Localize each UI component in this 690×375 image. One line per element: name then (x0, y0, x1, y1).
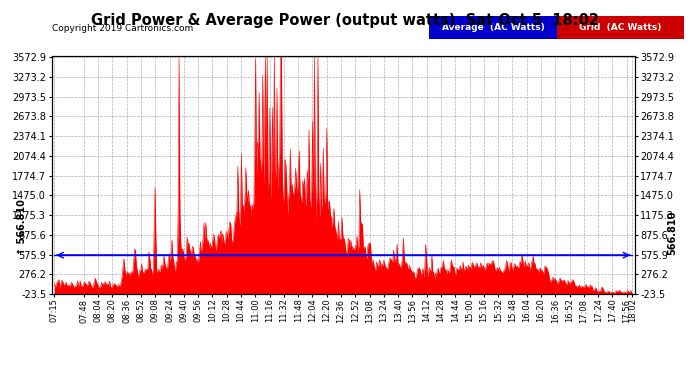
Text: Grid Power & Average Power (output watts)  Sat Oct 5  18:02: Grid Power & Average Power (output watts… (91, 13, 599, 28)
Text: ↑ 566.810: ↑ 566.810 (17, 199, 27, 255)
Text: 566.810: 566.810 (668, 211, 678, 255)
Text: Copyright 2019 Cartronics.com: Copyright 2019 Cartronics.com (52, 24, 193, 33)
Text: Grid  (AC Watts): Grid (AC Watts) (580, 23, 662, 32)
Text: Average  (AC Watts): Average (AC Watts) (442, 23, 544, 32)
